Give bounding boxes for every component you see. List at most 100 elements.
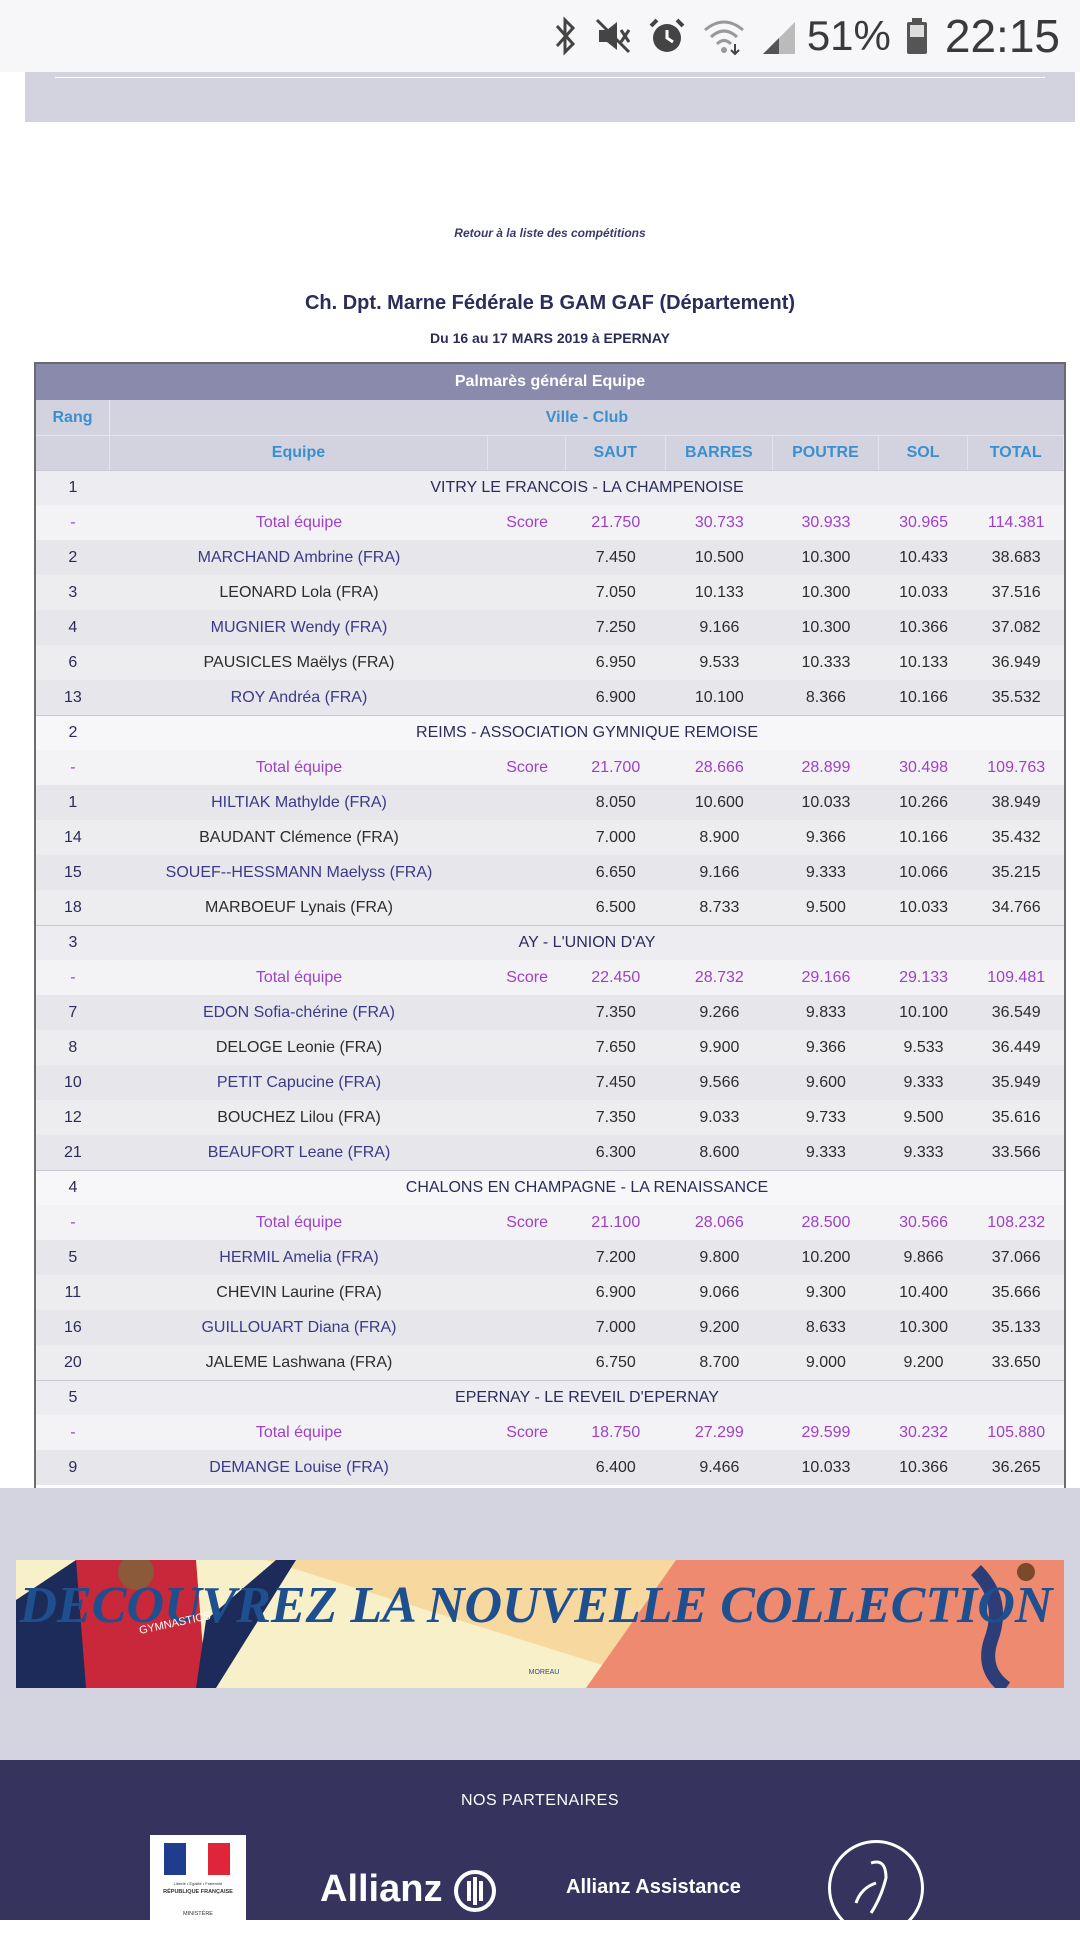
team-club[interactable]: AY - L'UNION D'AY	[518, 934, 656, 951]
athlete-row: 15 SOUEF--HESSMANN Maelyss (FRA) 6.650 9.16…	[36, 855, 1064, 890]
athlete-poutre: 10.333	[801, 653, 851, 671]
team-rank: 2	[68, 724, 78, 741]
athlete-poutre: 8.366	[805, 688, 846, 706]
total-poutre: 30.933	[801, 513, 851, 531]
athlete-poutre: 9.333	[805, 863, 846, 881]
athlete-name[interactable]: MARCHAND Ambrine (FRA)	[197, 548, 401, 566]
athlete-rank: 13	[63, 688, 82, 706]
athlete-saut: 7.350	[595, 1003, 636, 1021]
col-ville-club: Ville - Club	[545, 408, 629, 426]
athlete-saut: 7.050	[595, 583, 636, 601]
allianz-assistance-logo[interactable]: Allianz Assistance	[566, 1876, 741, 1898]
total-sol: 30.566	[899, 1213, 949, 1231]
table-title: Palmarès général Equipe	[36, 364, 1064, 400]
athlete-name[interactable]: JALEME Lashwana (FRA)	[205, 1353, 393, 1371]
athlete-name[interactable]: BEAUFORT Leane (FRA)	[207, 1143, 391, 1161]
athlete-rank: 11	[64, 1283, 82, 1301]
athlete-barres: 9.800	[699, 1248, 740, 1266]
results-table: Palmarès général Equipe Rang Ville - Clu…	[34, 362, 1066, 1488]
score-label: Score	[506, 1423, 548, 1441]
athlete-barres: 8.700	[699, 1353, 740, 1371]
athlete-name[interactable]: DEMANGE Louise (FRA)	[209, 1458, 389, 1476]
status-bar: 51% 22:15	[0, 0, 1080, 72]
promo-banner[interactable]: DECOUVREZ LA NOUVELLE COLLECTION GYMNAST…	[16, 1560, 1064, 1688]
clock: 22:15	[944, 10, 1060, 62]
team-club[interactable]: CHALONS EN CHAMPAGNE - LA RENAISSANCE	[405, 1179, 769, 1196]
athlete-total: 37.516	[991, 583, 1041, 601]
athlete-barres: 8.900	[699, 828, 740, 846]
athlete-barres: 9.066	[699, 1283, 740, 1301]
athlete-rank: 9	[68, 1458, 78, 1476]
score-label: Score	[506, 968, 548, 986]
athlete-total: 34.766	[991, 898, 1041, 916]
republique-francaise-logo[interactable]: Liberté • Égalité • Fraternité RÉPUBLIQU…	[150, 1835, 246, 1920]
athlete-saut: 6.950	[595, 653, 636, 671]
athlete-name[interactable]: LEONARD Lola (FRA)	[219, 583, 379, 601]
team-row: 4 CHALONS EN CHAMPAGNE - LA RENAISSANCE	[36, 1170, 1064, 1205]
athlete-name[interactable]: HILTIAK Mathylde (FRA)	[211, 793, 387, 811]
athlete-sol: 10.400	[899, 1283, 949, 1301]
team-total-row: - Total équipe Score 18.750 27.299 29.599 30.2…	[36, 1415, 1064, 1450]
total-poutre: 29.599	[801, 1423, 851, 1441]
allianz-logo[interactable]: Allianz	[320, 1868, 497, 1913]
total-barres: 28.066	[694, 1213, 744, 1231]
signal-icon	[761, 16, 797, 56]
athlete-row: 20 JALEME Lashwana (FRA) 6.750 8.700 9.000 9.…	[36, 1345, 1064, 1380]
athlete-poutre: 9.366	[805, 828, 846, 846]
team-club[interactable]: VITRY LE FRANCOIS - LA CHAMPENOISE	[430, 479, 744, 496]
total-poutre: 28.500	[801, 1213, 851, 1231]
athlete-total: 35.133	[991, 1318, 1041, 1336]
total-label: Total équipe	[255, 968, 343, 986]
athlete-sol: 10.133	[899, 653, 949, 671]
athlete-sol: 10.366	[899, 1458, 949, 1476]
athlete-barres: 8.600	[699, 1143, 740, 1161]
athlete-name[interactable]: ROY Andréa (FRA)	[230, 688, 368, 706]
athlete-name[interactable]: HERMIL Amelia (FRA)	[219, 1248, 379, 1266]
gymnastics-federation-logo[interactable]	[828, 1840, 924, 1936]
athlete-barres: 9.566	[699, 1073, 740, 1091]
total-sol: 29.133	[899, 968, 949, 986]
athlete-poutre: 9.000	[805, 1353, 846, 1371]
col-equipe: Equipe	[110, 436, 489, 470]
total-sol: 30.965	[899, 513, 949, 531]
athlete-row: 6 PAUSICLES Maëlys (FRA) 6.950 9.533 10.333 1…	[36, 645, 1064, 680]
team-club[interactable]: REIMS - ASSOCIATION GYMNIQUE REMOISE	[416, 724, 758, 741]
athlete-total: 33.566	[991, 1143, 1041, 1161]
athlete-name[interactable]: SOUEF--HESSMANN Maelyss (FRA)	[165, 863, 433, 881]
athlete-row: 12 BOUCHEZ Lilou (FRA) 7.350 9.033 9.733 9.50…	[36, 1100, 1064, 1135]
athlete-name[interactable]: MARBOEUF Lynais (FRA)	[205, 898, 393, 916]
total-poutre: 28.899	[801, 758, 851, 776]
athlete-row: 3 LEONARD Lola (FRA) 7.050 10.133 10.300 10.0…	[36, 575, 1064, 610]
athlete-name[interactable]: PETIT Capucine (FRA)	[216, 1073, 382, 1091]
athlete-sol: 9.200	[903, 1353, 944, 1371]
mute-icon	[593, 16, 633, 56]
athlete-rank: 1	[68, 793, 78, 811]
athlete-total: 35.532	[991, 688, 1041, 706]
athlete-rank: 10	[63, 1073, 82, 1091]
athlete-name[interactable]: EDON Sofia-chérine (FRA)	[202, 1003, 395, 1021]
athlete-saut: 6.900	[595, 688, 636, 706]
back-to-competitions-link[interactable]: Retour à la liste des compétitions	[454, 226, 646, 240]
athlete-name[interactable]: MUGNIER Wendy (FRA)	[210, 618, 388, 636]
athlete-name[interactable]: BOUCHEZ Lilou (FRA)	[217, 1108, 381, 1126]
team-rank: 4	[68, 1179, 78, 1196]
total-rank: -	[70, 1213, 76, 1231]
athlete-name[interactable]: BAUDANT Clémence (FRA)	[199, 828, 399, 846]
athlete-name[interactable]: DELOGE Leonie (FRA)	[215, 1038, 383, 1056]
team-club[interactable]: EPERNAY - LE REVEIL D'EPERNAY	[455, 1389, 719, 1406]
banner-brand: MOREAU	[529, 1669, 560, 1676]
athlete-saut: 6.900	[595, 1283, 636, 1301]
team-rank: 5	[68, 1389, 78, 1406]
athlete-total: 38.949	[991, 793, 1041, 811]
athlete-total: 35.949	[991, 1073, 1041, 1091]
wifi-icon	[701, 16, 747, 56]
athlete-name[interactable]: CHEVIN Laurine (FRA)	[216, 1283, 382, 1301]
athlete-rank: 21	[63, 1143, 82, 1161]
athlete-name[interactable]: GUILLOUART Diana (FRA)	[201, 1318, 397, 1336]
athlete-row: 14 BAUDANT Clémence (FRA) 7.000 8.900 9.366 1…	[36, 820, 1064, 855]
battery-icon	[905, 16, 929, 56]
athlete-name[interactable]: PAUSICLES Maëlys (FRA)	[203, 653, 395, 671]
athlete-sol: 10.266	[899, 793, 949, 811]
top-nav-band	[25, 72, 1075, 122]
total-total: 109.481	[987, 968, 1046, 986]
